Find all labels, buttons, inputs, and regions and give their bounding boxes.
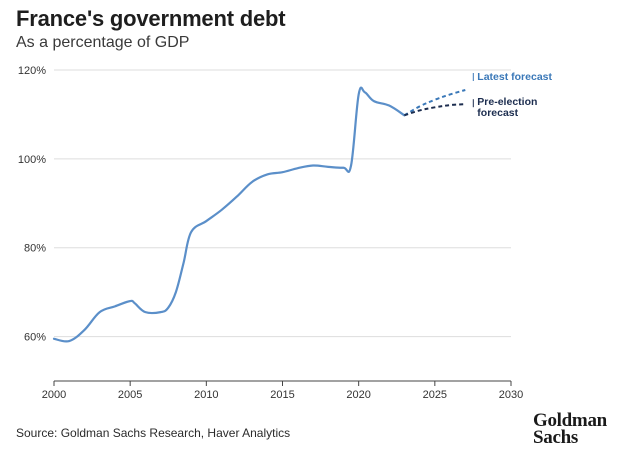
y-tick-label: 80% [24, 243, 46, 255]
grid-layer [54, 69, 511, 338]
y-tick-label: 100% [18, 154, 46, 166]
x-tick-label: 2005 [118, 389, 142, 401]
goldman-sachs-logo: Goldman Sachs [533, 410, 607, 448]
logo-line-1: Goldman [533, 410, 607, 431]
latest-forecast-label: Latest forecast [477, 71, 552, 83]
pre-election-forecast-label-line-1: Pre-election [477, 96, 537, 108]
axis-layer: 60% 80% 100% 120% 2000 2005 2010 2015 2020 2025 20… [18, 65, 523, 401]
x-tick-label: 2030 [499, 389, 523, 401]
source-note: Source: Goldman Sachs Research, Haver An… [16, 426, 291, 440]
chart-subtitle: As a percentage of GDP [16, 34, 190, 51]
x-tick-label: 2000 [42, 389, 66, 401]
y-tick-label: 60% [24, 332, 46, 344]
series-layer [52, 86, 466, 343]
historical-line [52, 86, 406, 343]
y-tick-label: 120% [18, 65, 46, 77]
chart-title: France's government debt [16, 6, 286, 31]
pre-election-forecast-label-line-2: forecast [477, 107, 518, 119]
x-tick-label: 2010 [194, 389, 218, 401]
x-tick-label: 2020 [346, 389, 370, 401]
pre-election-forecast-line [404, 103, 466, 117]
logo-line-2: Sachs [533, 427, 578, 448]
x-tick-label: 2025 [423, 389, 447, 401]
x-tick-label: 2015 [270, 389, 294, 401]
